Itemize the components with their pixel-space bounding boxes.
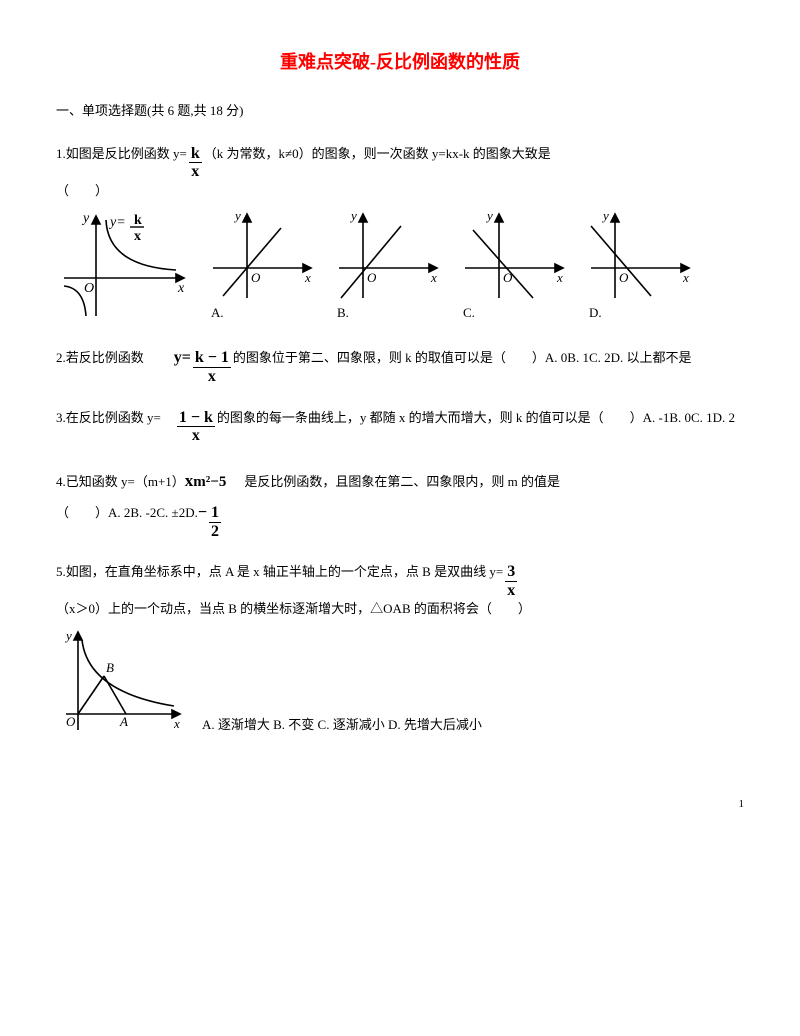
svg-text:O: O [367, 270, 377, 285]
svg-text:y: y [349, 208, 357, 223]
frac-den: x [193, 368, 231, 386]
question-2: 2.若反比例函数 y= k − 1 x 的图象位于第二、四象限，则 k 的取值可… [56, 345, 744, 385]
q5-figure: y x O B A [56, 626, 186, 736]
q1-main-figure: y x O y= k x [56, 208, 191, 323]
svg-text:k: k [134, 213, 142, 228]
svg-text:y: y [601, 208, 609, 223]
q5-mid: （x＞0）上的一个动点，当点 B 的横坐标逐渐增大时，△OAB 的面积将会（ ） [56, 599, 531, 620]
svg-text:x: x [430, 270, 437, 285]
q1-opt-b-figure: y x O [333, 208, 443, 303]
svg-text:x: x [173, 716, 180, 731]
svg-text:O: O [251, 270, 261, 285]
q2-fraction: k − 1 x [193, 349, 231, 385]
frac-num: 3 [505, 563, 517, 582]
frac-num: 1 − k [177, 409, 215, 428]
frac-den: x [189, 163, 202, 181]
svg-text:O: O [84, 281, 94, 296]
q3-pre: 3.在反比例函数 y= [56, 408, 161, 429]
svg-text:y: y [81, 211, 90, 226]
label-b: B. [337, 305, 349, 320]
q1-opt-c-figure: y x O [459, 208, 569, 303]
q1-figures-row: y x O y= k x y x O A. [56, 208, 744, 324]
svg-text:O: O [503, 270, 513, 285]
frac-num: k − 1 [193, 349, 231, 368]
svg-text:O: O [66, 714, 76, 729]
question-4: 4.已知函数 y=（m+1） x m²−5 是反比例函数，且图象在第二、四象限内… [56, 467, 744, 540]
q2-yeq: y= [174, 345, 191, 371]
q1-opt-b: y x O B. [333, 208, 443, 324]
q1-opt-a: y x O A. [207, 208, 317, 324]
frac-num: k [189, 145, 202, 164]
q3-post: 的图象的每一条曲线上，y 都随 x 的增大而增大，则 k 的值可以是（ ）A. … [217, 408, 735, 429]
page-number: 1 [56, 796, 744, 814]
q4-fraction: 1 2 [209, 504, 221, 540]
svg-text:A: A [119, 714, 128, 729]
label-c: C. [463, 305, 475, 320]
frac-den: x [505, 582, 517, 600]
q4-neg: − [198, 500, 207, 526]
q3-fraction: 1 − k x [177, 409, 215, 445]
frac-den: x [177, 427, 215, 445]
q1-text-pre: 1.如图是反比例函数 y= [56, 144, 187, 165]
page-title: 重难点突破-反比例函数的性质 [56, 48, 744, 77]
label-d: D. [589, 305, 602, 320]
svg-text:x: x [177, 281, 185, 296]
svg-text:y: y [64, 628, 72, 643]
q1-opt-d-figure: y x O [585, 208, 695, 303]
q4-pre: 4.已知函数 y=（m+1） [56, 472, 185, 493]
q1-paren: （ ） [56, 183, 108, 198]
q1-opt-a-figure: y x O [207, 208, 317, 303]
q1-fraction: k x [189, 145, 202, 181]
svg-text:y: y [233, 208, 241, 223]
q5-options: A. 逐渐增大 B. 不变 C. 逐渐减小 D. 先增大后减小 [202, 715, 482, 736]
q4-mid: 是反比例函数，且图象在第二、四象限内，则 m 的值是 [244, 472, 560, 493]
q1-opt-c: y x O C. [459, 208, 569, 324]
svg-text:B: B [106, 660, 114, 675]
q4-exponent: m²−5 [193, 470, 226, 494]
q2-pre: 2.若反比例函数 [56, 348, 144, 369]
q1-text-mid: （k 为常数，k≠0）的图象，则一次函数 y=kx‐k 的图象大致是 [204, 144, 551, 165]
svg-text:x: x [682, 270, 689, 285]
svg-text:x: x [304, 270, 311, 285]
label-a: A. [211, 305, 224, 320]
svg-text:y=: y= [108, 215, 126, 230]
svg-text:x: x [556, 270, 563, 285]
q4-base: x [185, 467, 194, 494]
section-header: 一、单项选择题(共 6 题,共 18 分) [56, 101, 744, 122]
svg-text:y: y [485, 208, 493, 223]
q4-line2: （ ）A. 2B. ‐2C. ±2D. [56, 503, 198, 524]
frac-num: 1 [209, 504, 221, 523]
question-3: 3.在反比例函数 y= 1 − k x 的图象的每一条曲线上，y 都随 x 的增… [56, 408, 744, 445]
svg-text:O: O [619, 270, 629, 285]
question-5: 5.如图，在直角坐标系中，点 A 是 x 轴正半轴上的一个定点，点 B 是双曲线… [56, 562, 744, 736]
q1-opt-d: y x O D. [585, 208, 695, 324]
question-1: 1.如图是反比例函数 y= k x （k 为常数，k≠0）的图象，则一次函数 y… [56, 144, 744, 324]
frac-den: 2 [209, 523, 221, 541]
q2-post: 的图象位于第二、四象限，则 k 的取值可以是（ ）A. 0B. 1C. 2D. … [233, 348, 692, 369]
svg-text:x: x [134, 229, 141, 244]
q5-pre: 5.如图，在直角坐标系中，点 A 是 x 轴正半轴上的一个定点，点 B 是双曲线… [56, 562, 503, 583]
q5-fraction: 3 x [505, 563, 517, 599]
